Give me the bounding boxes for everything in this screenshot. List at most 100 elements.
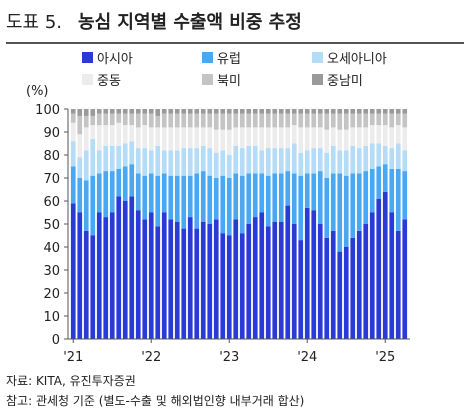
bar-segment-latin-america-10	[135, 109, 141, 114]
bar-segment-europe-24	[226, 178, 232, 236]
bar-segment-asia-10	[135, 210, 141, 339]
bar-segment-latin-america-44	[356, 109, 362, 114]
bar-segment-asia-33	[285, 205, 291, 339]
bar-segment-asia-9	[129, 196, 135, 339]
bar-segment-asia-23	[220, 233, 226, 339]
bar-segment-oceania-1	[77, 157, 83, 178]
bar-segment-europe-10	[135, 173, 141, 211]
bar-segment-europe-51	[402, 171, 408, 220]
bar-segment-oceania-4	[96, 150, 102, 174]
bar-segment-europe-35	[298, 175, 304, 241]
bar-segment-asia-7	[116, 196, 122, 339]
legend-label-asia: 아시아	[97, 52, 133, 67]
bar-segment-middle-east-6	[109, 125, 115, 146]
bar-segment-europe-45	[363, 171, 369, 224]
bar-stacks	[70, 109, 408, 339]
bar-segment-middle-east-17	[181, 127, 187, 149]
bar-segment-europe-27	[246, 173, 252, 224]
bar-segment-asia-51	[402, 219, 408, 339]
bar-segment-oceania-25	[233, 145, 239, 174]
bar-segment-asia-1	[77, 212, 83, 339]
bar-segment-north-america-2	[83, 115, 89, 128]
bar-segment-north-america-43	[350, 113, 356, 128]
bar-segment-north-america-8	[122, 113, 128, 126]
bar-segment-oceania-32	[278, 148, 284, 174]
bar-segment-latin-america-15	[168, 109, 174, 114]
bar-segment-asia-0	[70, 203, 76, 339]
bar-segment-latin-america-23	[220, 109, 226, 114]
bar-segment-oceania-39	[324, 152, 330, 178]
bar-segment-oceania-16	[174, 150, 180, 176]
bar-segment-europe-49	[389, 168, 395, 213]
bar-segment-asia-48	[382, 191, 388, 339]
bar-segment-asia-14	[161, 212, 167, 339]
bar-segment-latin-america-41	[337, 109, 343, 114]
y-tick-label-0: 0	[52, 333, 60, 348]
bar-segment-north-america-22	[213, 113, 219, 130]
bar-segment-middle-east-19	[194, 127, 200, 149]
bar-segment-oceania-19	[194, 148, 200, 174]
bar-segment-north-america-18	[187, 113, 193, 128]
bar-segment-middle-east-46	[369, 125, 375, 144]
figure-title: 도표 5. 농심 지역별 수출액 비중 추정	[6, 8, 302, 34]
bar-segment-asia-26	[239, 233, 245, 339]
bar-segment-oceania-23	[220, 150, 226, 176]
bar-segment-middle-east-12	[148, 127, 154, 151]
bar-segment-europe-7	[116, 168, 122, 197]
bar-segment-middle-east-21	[207, 127, 213, 149]
bar-segment-europe-23	[220, 175, 226, 234]
bar-segment-middle-east-8	[122, 125, 128, 144]
bar-segment-asia-20	[200, 221, 206, 339]
bar-segment-latin-america-34	[291, 109, 297, 114]
bar-segment-middle-east-51	[402, 127, 408, 151]
bar-segment-asia-30	[265, 226, 271, 339]
bar-segment-north-america-19	[194, 113, 200, 128]
legend-label-oceania: 오세아니아	[327, 52, 387, 67]
bar-segment-middle-east-31	[272, 127, 278, 149]
bar-segment-middle-east-10	[135, 127, 141, 149]
bar-segment-middle-east-14	[161, 127, 167, 151]
bar-segment-asia-44	[356, 230, 362, 339]
y-tick-label-60: 60	[43, 195, 60, 210]
bar-segment-north-america-26	[239, 113, 245, 128]
bar-segment-north-america-1	[77, 115, 83, 135]
bar-segment-north-america-47	[376, 113, 382, 126]
reference-note: 참고: 관세청 기준 (별도-수출 및 해외법인향 내부거래 합산)	[6, 394, 305, 408]
y-tick-label-40: 40	[43, 241, 60, 256]
bar-segment-asia-3	[90, 235, 96, 339]
bar-segment-middle-east-20	[200, 127, 206, 146]
bar-segment-latin-america-40	[330, 109, 336, 114]
bar-segment-latin-america-50	[395, 109, 401, 114]
bar-segment-europe-13	[155, 175, 161, 227]
bar-segment-north-america-12	[148, 113, 154, 128]
bar-segment-latin-america-13	[155, 109, 161, 116]
bar-segment-middle-east-44	[356, 127, 362, 149]
bar-segment-middle-east-49	[389, 127, 395, 149]
bar-segment-middle-east-18	[187, 127, 193, 149]
bar-segment-middle-east-7	[116, 122, 122, 146]
bar-segment-latin-america-45	[363, 109, 369, 114]
bar-segment-oceania-30	[265, 148, 271, 176]
bar-segment-asia-6	[109, 212, 115, 339]
legend-item-oceania: 오세아니아	[312, 48, 387, 67]
bar-segment-north-america-39	[324, 113, 330, 130]
bar-segment-oceania-50	[395, 143, 401, 169]
bar-segment-europe-38	[317, 171, 323, 224]
bar-segment-europe-26	[239, 175, 245, 234]
bar-segment-north-america-44	[356, 113, 362, 128]
bar-segment-north-america-48	[382, 113, 388, 126]
bar-segment-latin-america-31	[272, 109, 278, 114]
bar-segment-latin-america-36	[304, 109, 310, 114]
bar-segment-oceania-37	[311, 148, 317, 174]
bar-segment-north-america-4	[96, 113, 102, 126]
bar-segment-oceania-48	[382, 145, 388, 165]
bar-segment-latin-america-17	[181, 109, 187, 114]
bar-segment-middle-east-22	[213, 129, 219, 153]
bar-segment-europe-25	[233, 173, 239, 220]
bar-segment-oceania-47	[376, 143, 382, 167]
bar-segment-asia-15	[168, 219, 174, 339]
bar-segment-europe-5	[103, 171, 109, 218]
bar-segment-europe-29	[259, 173, 265, 213]
bar-segment-north-america-6	[109, 113, 115, 126]
bar-segment-latin-america-38	[317, 109, 323, 114]
